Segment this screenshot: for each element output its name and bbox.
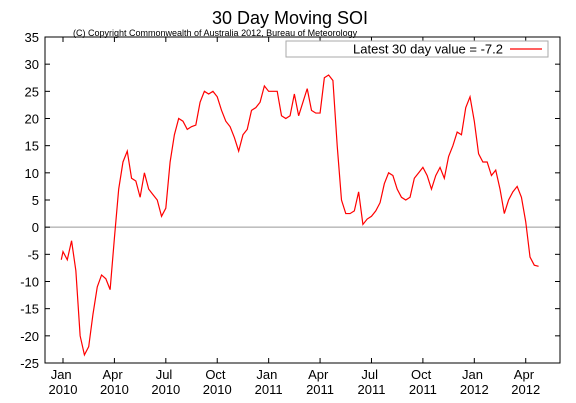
chart-subtitle: (C) Copyright Commonwealth of Australia … [73,28,358,38]
y-tick-label: 5 [32,193,39,208]
data-line [60,74,539,357]
y-tick-label: 10 [25,166,39,181]
y-tick-label: -15 [20,302,39,317]
x-tick-label: Jan 2012 [460,367,489,397]
legend: Latest 30 day value = -7.2 [285,40,549,58]
x-tick-label: Apr 2012 [511,367,540,397]
legend-box [285,40,549,58]
x-tick-label: Apr 2011 [306,367,334,397]
y-tick-label: 25 [25,84,39,99]
x-tick-label: Jul 2010 [151,367,180,397]
y-tick-label: -10 [20,275,39,290]
y-tick-label: -5 [27,247,39,262]
x-tick-label: Oct 2010 [203,367,232,397]
y-tick-label: -25 [20,356,39,371]
x-tick-label: Oct 2011 [409,367,437,397]
y-tick-label: 15 [25,139,39,154]
y-tick-label: 35 [25,30,39,45]
legend-label: Latest 30 day value = -7.2 [353,42,503,57]
y-tick-label: 30 [25,57,39,72]
y-tick-label: 20 [25,112,39,127]
chart-title: 30 Day Moving SOI [212,8,368,28]
y-tick-label: -20 [20,329,39,344]
x-tick-label: Jan 2011 [255,367,283,397]
plot-frame [44,36,561,364]
x-tick-label: Jul 2011 [357,367,385,397]
x-tick-label: Jan 2010 [49,367,78,397]
x-tick-label: Apr 2010 [100,367,129,397]
y-tick-label: 0 [32,220,39,235]
